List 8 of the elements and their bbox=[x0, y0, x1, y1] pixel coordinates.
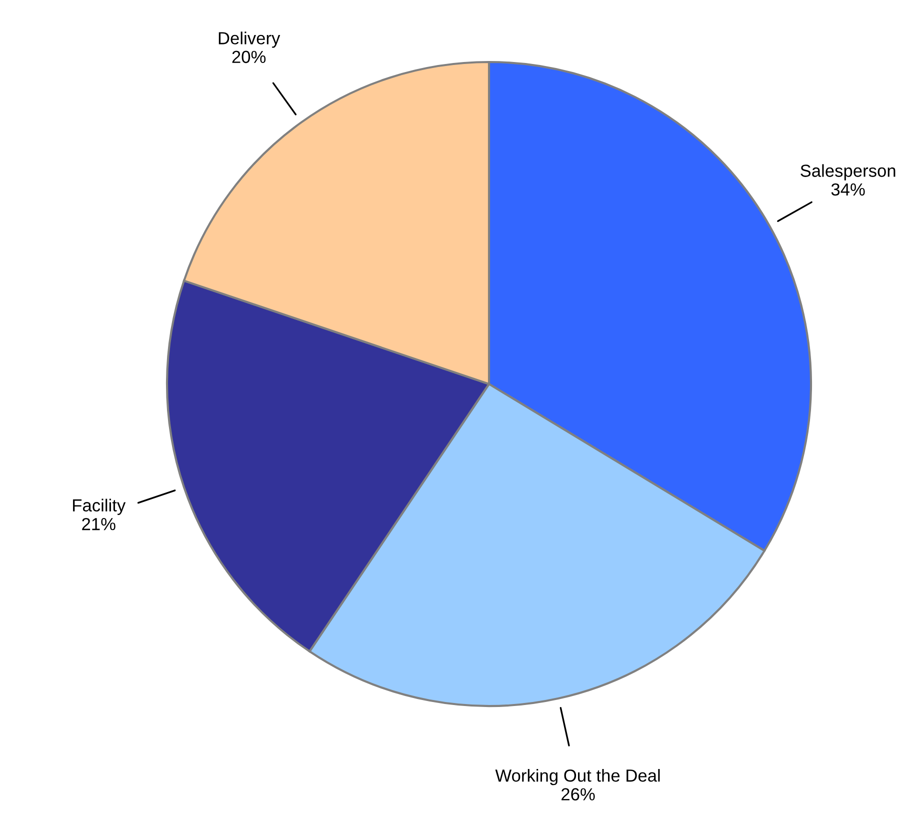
slice-label: Working Out the Deal bbox=[495, 768, 660, 786]
slice-label: Salesperson bbox=[800, 164, 896, 180]
data-label: 34% bbox=[831, 183, 865, 196]
slice-label: Facility bbox=[73, 498, 126, 515]
data-label: 26% bbox=[562, 788, 595, 800]
data-label: 21% bbox=[82, 518, 116, 530]
data-label: 20% bbox=[232, 50, 266, 64]
slice-label: Delivery bbox=[218, 32, 280, 48]
